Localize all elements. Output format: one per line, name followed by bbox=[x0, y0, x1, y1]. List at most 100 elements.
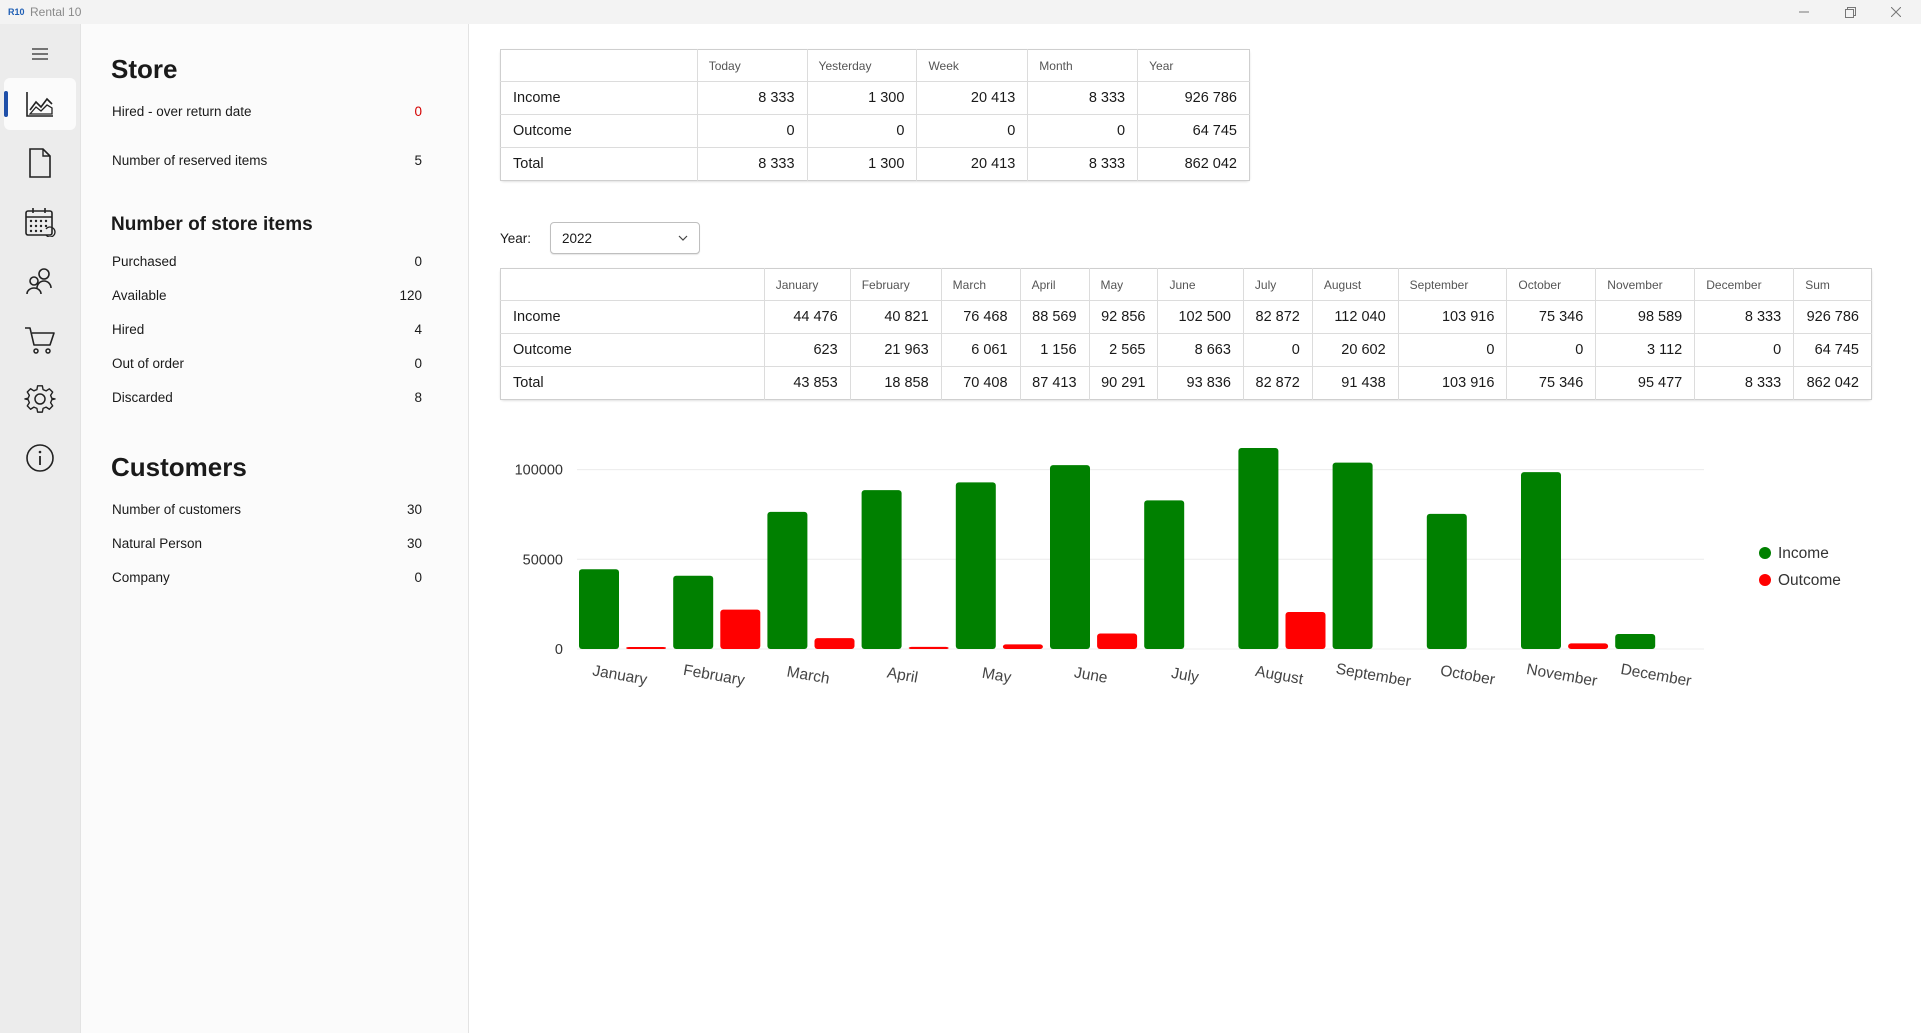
nav-documents[interactable] bbox=[4, 137, 76, 189]
legend-swatch-income bbox=[1759, 547, 1771, 559]
table-row: Outcome 0 0 0 0 64 745 bbox=[500, 114, 1250, 148]
bar-income bbox=[1521, 472, 1561, 649]
table-cell: 8 333 bbox=[1027, 81, 1139, 115]
x-tick-label: October bbox=[1439, 662, 1496, 688]
title-bar: R10 Rental 10 bbox=[0, 0, 1921, 24]
row-label: Total bbox=[500, 147, 698, 181]
year-select[interactable]: 2022 bbox=[550, 222, 700, 254]
restore-icon bbox=[1844, 6, 1856, 18]
table-cell: 112 040 bbox=[1312, 300, 1399, 334]
table-cell: 95 477 bbox=[1595, 366, 1696, 400]
menu-button[interactable] bbox=[24, 38, 56, 70]
bar-outcome bbox=[814, 638, 855, 649]
document-icon bbox=[29, 148, 51, 178]
table-cell: 862 042 bbox=[1806, 375, 1859, 391]
stat-value: 0 bbox=[414, 104, 422, 119]
store-items-heading: Number of store items bbox=[111, 214, 313, 235]
row-label: Outcome bbox=[500, 114, 698, 148]
table-cell: 0 bbox=[1506, 333, 1597, 367]
stat-label: Purchased bbox=[112, 254, 177, 269]
table-cell: 70 408 bbox=[941, 366, 1021, 400]
table-cell: 8 663 bbox=[1157, 333, 1244, 367]
row-label: Outcome bbox=[500, 333, 765, 367]
table-cell: 18 858 bbox=[850, 366, 942, 400]
x-tick-label: May bbox=[981, 665, 1013, 687]
table-cell: 20 413 bbox=[916, 147, 1029, 181]
table-cell: 91 438 bbox=[1312, 366, 1399, 400]
stat-label: Natural Person bbox=[112, 536, 203, 551]
nav-calendar[interactable] bbox=[4, 196, 76, 248]
nav-about[interactable] bbox=[4, 432, 76, 484]
row-label: Income bbox=[500, 81, 698, 115]
nav-settings[interactable] bbox=[4, 373, 76, 425]
column-header: October bbox=[1506, 268, 1597, 301]
stat-row-discarded: Discarded 8 bbox=[112, 390, 422, 405]
table-cell: 75 346 bbox=[1506, 366, 1597, 400]
stat-label: Hired - over return date bbox=[112, 104, 252, 119]
column-header: July bbox=[1243, 268, 1313, 301]
stat-label: Number of customers bbox=[112, 502, 242, 517]
main-content: Today Yesterday Week Month Year Income 8… bbox=[469, 24, 1921, 1033]
table-cell: 20 413 bbox=[916, 81, 1029, 115]
legend-label-income: Income bbox=[1778, 545, 1829, 562]
column-header: Week bbox=[916, 49, 1029, 82]
nav-customers[interactable] bbox=[4, 255, 76, 307]
store-heading: Store bbox=[111, 54, 178, 84]
table-cell: 103 916 bbox=[1398, 366, 1508, 400]
bar-outcome bbox=[1285, 612, 1326, 649]
navigation-rail bbox=[0, 24, 80, 1033]
column-header: January bbox=[764, 268, 851, 301]
table-cell: 93 836 bbox=[1157, 366, 1244, 400]
bar-income bbox=[1332, 462, 1373, 649]
table-cell: 92 856 bbox=[1089, 300, 1159, 334]
table-row: Income 44 476 40 821 76 468 88 569 92 85… bbox=[500, 300, 1872, 334]
hamburger-icon bbox=[32, 48, 48, 60]
table-cell: 926 786 bbox=[1793, 300, 1872, 334]
column-header: February bbox=[850, 268, 942, 301]
row-label: Total bbox=[500, 366, 765, 400]
x-tick-label: January bbox=[591, 662, 649, 688]
stat-value: 30 bbox=[406, 536, 422, 551]
x-tick-label: July bbox=[1170, 665, 1200, 687]
bar-income bbox=[1615, 634, 1656, 649]
stat-label: Company bbox=[112, 570, 170, 585]
row-label: Income bbox=[500, 300, 765, 334]
table-cell: 8 333 bbox=[697, 81, 808, 115]
column-header: August bbox=[1312, 268, 1399, 301]
x-tick-label: September bbox=[1335, 661, 1413, 691]
table-cell: 8 333 bbox=[1694, 300, 1795, 334]
chart-icon bbox=[26, 92, 53, 117]
table-cell: 0 bbox=[807, 114, 918, 148]
table-cell: 82 872 bbox=[1243, 366, 1313, 400]
cart-icon bbox=[25, 327, 55, 354]
table-cell: 102 500 bbox=[1157, 300, 1244, 334]
nav-cart[interactable] bbox=[4, 314, 76, 366]
table-header-row: January February March April May June Ju… bbox=[500, 268, 1872, 301]
table-cell: 44 476 bbox=[764, 300, 851, 334]
table-cell: 40 821 bbox=[850, 300, 942, 334]
table-cell: 1 300 bbox=[807, 81, 918, 115]
year-label: Year: bbox=[500, 231, 532, 246]
nav-dashboard[interactable] bbox=[4, 78, 76, 130]
income-outcome-chart: 100000 50000 0 January February March April May… bbox=[515, 448, 1841, 691]
bar-income bbox=[767, 511, 808, 649]
maximize-button[interactable] bbox=[1827, 0, 1873, 24]
legend-swatch-outcome bbox=[1759, 574, 1771, 586]
x-tick-label: November bbox=[1525, 661, 1598, 690]
stat-value: 8 bbox=[414, 390, 422, 405]
table-cell: 926 786 bbox=[1137, 81, 1250, 115]
minimize-button[interactable] bbox=[1781, 0, 1827, 24]
stat-label: Discarded bbox=[112, 390, 173, 405]
table-cell: 87 413 bbox=[1020, 366, 1090, 400]
column-header: June bbox=[1157, 268, 1244, 301]
bar-outcome bbox=[908, 646, 949, 649]
table-cell: 98 589 bbox=[1595, 300, 1696, 334]
app-logo: R10 bbox=[8, 7, 25, 17]
close-icon bbox=[1891, 7, 1901, 17]
close-button[interactable] bbox=[1873, 0, 1919, 24]
bar-outcome bbox=[1002, 644, 1043, 649]
bar-outcome bbox=[1568, 643, 1609, 649]
column-header: September bbox=[1398, 268, 1508, 301]
table-cell: 8 333 bbox=[1027, 147, 1139, 181]
table-cell: 76 468 bbox=[941, 300, 1021, 334]
